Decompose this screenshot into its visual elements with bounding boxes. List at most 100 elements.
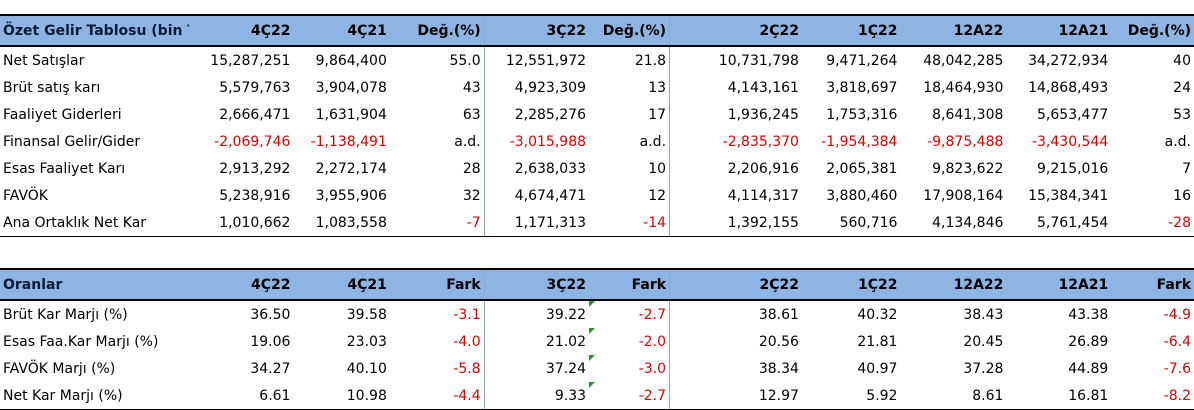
table-cell[interactable]: 19.06: [250, 333, 291, 350]
table-cell[interactable]: 5.92: [801, 382, 901, 410]
income-header-cell[interactable]: Değ.(%): [389, 14, 485, 47]
table-cell[interactable]: 5,761,454: [1006, 209, 1112, 237]
table-cell[interactable]: 53: [1173, 106, 1191, 123]
table-cell[interactable]: 9,215,016: [1037, 160, 1109, 177]
table-cell[interactable]: 40.97: [857, 360, 898, 377]
table-cell[interactable]: -4.4: [389, 382, 485, 410]
income-header-cell[interactable]: 1Ç22: [801, 14, 901, 47]
table-cell[interactable]: -1,138,491: [310, 133, 387, 150]
table-cell[interactable]: -1,954,384: [821, 133, 898, 150]
ratios-header-cell[interactable]: Oranlar: [0, 268, 189, 301]
table-cell[interactable]: 4,114,317: [669, 182, 802, 209]
table-cell[interactable]: 37.28: [963, 360, 1004, 377]
ratios-header-cell[interactable]: Fark: [589, 268, 670, 301]
table-cell[interactable]: 21.8: [634, 52, 667, 69]
table-cell[interactable]: 40.32: [857, 306, 898, 323]
table-cell[interactable]: 5,653,477: [1037, 106, 1109, 123]
table-cell[interactable]: 1,631,904: [315, 106, 387, 123]
table-cell[interactable]: 40.10: [346, 360, 387, 377]
table-cell[interactable]: 15,384,341: [1028, 187, 1109, 204]
table-cell[interactable]: 4,923,309: [483, 74, 590, 101]
table-cell[interactable]: 12: [648, 187, 667, 204]
row-label[interactable]: Net Kar Marjı (%): [0, 382, 189, 410]
table-cell[interactable]: -2,835,370: [669, 128, 802, 155]
row-label[interactable]: FAVÖK: [3, 187, 48, 204]
table-cell[interactable]: -8.2: [1111, 382, 1194, 410]
table-cell[interactable]: 18,464,930: [923, 79, 1004, 96]
income-header-cell[interactable]: 12A22: [900, 14, 1007, 47]
table-cell[interactable]: 23.03: [346, 333, 387, 350]
ratios-header-cell[interactable]: 4Ç22: [188, 268, 294, 301]
table-cell[interactable]: 10: [648, 160, 667, 177]
income-header-cell[interactable]: Değ.(%): [1111, 14, 1194, 47]
table-cell[interactable]: 21.02: [483, 328, 590, 355]
income-header-cell[interactable]: Değ.(%): [589, 14, 670, 47]
table-cell[interactable]: 4,143,161: [669, 74, 802, 101]
ratios-header-cell[interactable]: 12A22: [900, 268, 1007, 301]
table-cell[interactable]: 4,134,846: [900, 209, 1007, 237]
table-cell[interactable]: -4.9: [1163, 306, 1191, 323]
income-header-cell[interactable]: 2Ç22: [669, 14, 802, 47]
table-cell[interactable]: -28: [1111, 209, 1194, 237]
table-cell[interactable]: 5,238,916: [219, 187, 291, 204]
table-cell[interactable]: 2,638,033: [483, 155, 590, 182]
table-cell[interactable]: 44.89: [1068, 360, 1109, 377]
table-cell[interactable]: 2,285,276: [483, 101, 590, 128]
ratios-header-cell[interactable]: 12A21: [1006, 268, 1112, 301]
income-header-cell[interactable]: 4Ç22: [188, 14, 294, 47]
table-cell[interactable]: -6.4: [1163, 333, 1191, 350]
table-cell[interactable]: 2,913,292: [219, 160, 291, 177]
table-cell[interactable]: 38.43: [963, 306, 1004, 323]
table-cell[interactable]: 39.58: [346, 306, 387, 323]
table-cell[interactable]: 21.81: [857, 333, 898, 350]
ratios-header-cell[interactable]: 2Ç22: [669, 268, 802, 301]
table-cell[interactable]: 28: [462, 160, 481, 177]
ratios-header-cell[interactable]: Fark: [1111, 268, 1194, 301]
table-cell[interactable]: 2,065,381: [826, 160, 898, 177]
table-cell[interactable]: 3,955,906: [315, 187, 387, 204]
row-label[interactable]: Ana Ortaklık Net Kar: [0, 209, 189, 237]
table-cell[interactable]: 16.81: [1006, 382, 1112, 410]
table-cell[interactable]: 55.0: [449, 52, 481, 69]
table-cell[interactable]: -7: [389, 209, 485, 237]
table-cell[interactable]: 9.33: [483, 382, 590, 410]
table-cell[interactable]: -2.7: [589, 300, 670, 328]
table-cell[interactable]: 1,936,245: [669, 101, 802, 128]
table-cell[interactable]: 14,868,493: [1028, 79, 1109, 96]
table-cell[interactable]: 36.50: [250, 306, 291, 323]
table-cell[interactable]: 63: [462, 106, 481, 123]
row-label[interactable]: Faaliyet Giderleri: [3, 106, 122, 123]
table-cell[interactable]: 4,674,471: [483, 182, 590, 209]
table-cell[interactable]: 20.45: [963, 333, 1004, 350]
table-cell[interactable]: 1,171,313: [483, 209, 590, 237]
table-cell[interactable]: -3,430,544: [1031, 133, 1109, 150]
income-header-cell[interactable]: 12A21: [1006, 14, 1112, 47]
table-cell[interactable]: 34,272,934: [1028, 52, 1109, 69]
table-cell[interactable]: 1,083,558: [293, 209, 390, 237]
row-label[interactable]: Esas Faaliyet Karı: [3, 160, 126, 177]
table-cell[interactable]: 39.22: [483, 300, 590, 328]
table-cell[interactable]: 2,206,916: [669, 155, 802, 182]
table-cell[interactable]: -2.7: [589, 382, 670, 410]
row-label[interactable]: Brüt satış karı: [3, 79, 101, 96]
table-cell[interactable]: 5,579,763: [219, 79, 291, 96]
table-cell[interactable]: -2,069,746: [214, 133, 291, 150]
table-cell[interactable]: 10.98: [293, 382, 390, 410]
table-cell[interactable]: 43: [462, 79, 481, 96]
table-cell[interactable]: 37.24: [483, 355, 590, 382]
ratios-header-cell[interactable]: 4Ç21: [293, 268, 390, 301]
table-cell[interactable]: 8.61: [900, 382, 1007, 410]
table-cell[interactable]: 3,904,078: [315, 79, 387, 96]
table-cell[interactable]: 9,471,264: [826, 52, 898, 69]
table-cell[interactable]: -3,015,988: [483, 128, 590, 155]
table-cell[interactable]: 8,641,308: [932, 106, 1004, 123]
table-cell[interactable]: 2,272,174: [315, 160, 387, 177]
table-cell[interactable]: -14: [589, 209, 670, 237]
table-cell[interactable]: 7: [1182, 160, 1191, 177]
table-cell[interactable]: 10,731,798: [669, 46, 802, 74]
table-cell[interactable]: 1,753,316: [826, 106, 898, 123]
ratios-header-cell[interactable]: 3Ç22: [483, 268, 590, 301]
table-cell[interactable]: 17,908,164: [923, 187, 1004, 204]
table-cell[interactable]: -2.0: [589, 328, 670, 355]
row-label[interactable]: FAVÖK Marjı (%): [3, 360, 116, 377]
